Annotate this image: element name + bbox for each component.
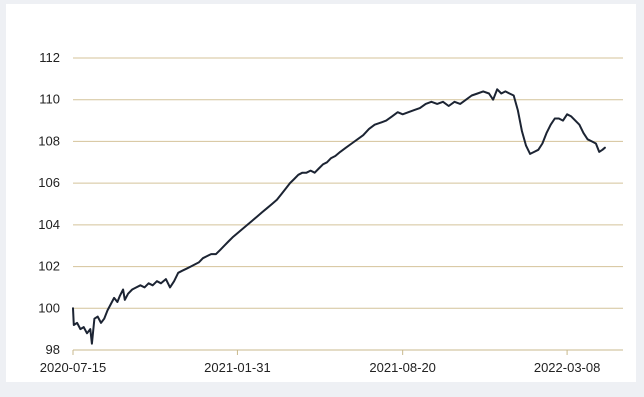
series-layer	[72, 88, 606, 345]
x-tick-label: 2022-03-08	[534, 360, 601, 375]
y-tick-label: 104	[38, 217, 60, 232]
y-tick-labels: 98 100 102 104 106 108 110 112	[38, 50, 60, 357]
y-tick-label: 98	[46, 342, 60, 357]
gridlines	[73, 57, 623, 309]
y-tick-label: 102	[38, 259, 60, 274]
chart-panel: 98 100 102 104 106 108 110 112 2020-07-15 2021-0…	[6, 4, 636, 382]
y-tick-label: 108	[38, 133, 60, 148]
x-tick-label: 2021-08-20	[369, 360, 436, 375]
x-tick-label: 2021-01-31	[204, 360, 271, 375]
series-line-0	[72, 88, 606, 345]
line-chart: 98 100 102 104 106 108 110 112 2020-07-15 2021-0…	[38, 50, 623, 375]
y-tick-label: 110	[39, 92, 60, 107]
y-tick-label: 112	[39, 50, 60, 65]
y-tick-label: 100	[38, 300, 60, 315]
x-tick-labels: 2020-07-15 2021-01-31 2021-08-20 2022-03-08	[40, 360, 601, 375]
x-tick-label: 2020-07-15	[40, 360, 107, 375]
y-tick-label: 106	[38, 175, 60, 190]
x-axis	[72, 349, 623, 355]
